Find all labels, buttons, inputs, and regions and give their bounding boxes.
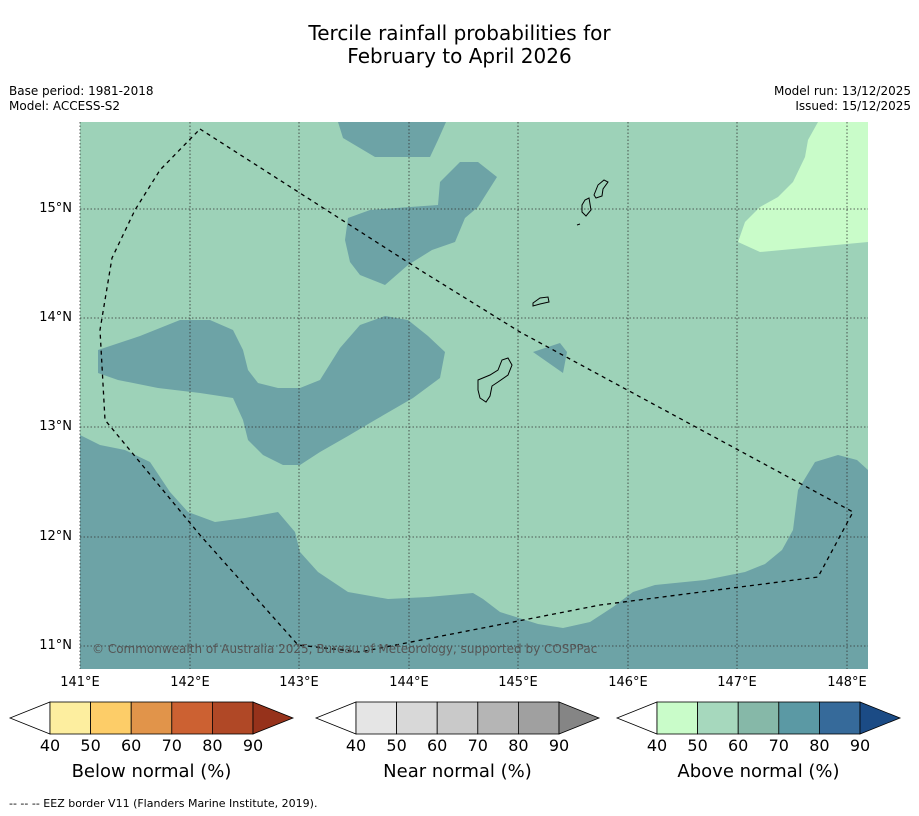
colorbar-tick-label: 50 bbox=[80, 736, 101, 755]
colorbar-title: Above normal (%) bbox=[677, 761, 840, 782]
model-info: Base period: 1981-2018 Model: ACCESS-S2 bbox=[9, 84, 154, 114]
colorbar-high-arrow bbox=[252, 701, 295, 735]
run-info: Model run: 13/12/2025 Issued: 15/12/2025 bbox=[774, 84, 911, 114]
title-line-1: Tercile rainfall probabilities for bbox=[308, 21, 611, 45]
colorbar-segment bbox=[819, 701, 861, 735]
colorbar-tick-label: 60 bbox=[427, 736, 448, 755]
longitude-label: 141°E bbox=[60, 675, 100, 690]
colorbar-low-arrow bbox=[8, 701, 51, 735]
saipan-island bbox=[593, 179, 609, 199]
rota-island bbox=[532, 296, 550, 307]
region-dark-central bbox=[345, 162, 497, 285]
issued-date: Issued: 15/12/2025 bbox=[795, 99, 911, 113]
longitude-label: 147°E bbox=[717, 675, 757, 690]
colorbar-tick-label: 80 bbox=[202, 736, 223, 755]
eez-border bbox=[99, 128, 854, 653]
colorbar-segment bbox=[211, 701, 254, 735]
colorbar-tick-label: 40 bbox=[39, 736, 61, 755]
colorbar-tick-label: 80 bbox=[809, 736, 830, 755]
colorbar-tick-label: 90 bbox=[548, 736, 570, 755]
colorbar-segment bbox=[518, 701, 560, 735]
colorbar-tick-label: 70 bbox=[467, 736, 488, 755]
longitude-label: 146°E bbox=[608, 675, 648, 690]
model-name: Model: ACCESS-S2 bbox=[9, 99, 121, 113]
copyright-text: © Commonwealth of Australia 2025, Bureau… bbox=[92, 642, 597, 656]
colorbar-tick-label: 40 bbox=[646, 736, 668, 755]
colorbar-tick-label: 60 bbox=[728, 736, 749, 755]
colorbar-segment bbox=[737, 701, 780, 735]
model-run-date: Model run: 13/12/2025 bbox=[773, 84, 911, 98]
colorbar-segment bbox=[130, 701, 173, 735]
region-dark-south bbox=[80, 435, 868, 669]
latitude-label: 13°N bbox=[39, 419, 72, 434]
colorbar-segment bbox=[90, 701, 132, 735]
colorbar-tick-label: 90 bbox=[849, 736, 871, 755]
colorbar-tick-label: 50 bbox=[687, 736, 708, 755]
colorbar-high-arrow bbox=[558, 701, 601, 735]
colorbar-tick-label: 40 bbox=[345, 736, 367, 755]
colorbar-segment bbox=[778, 701, 820, 735]
colorbar-tick-label: 70 bbox=[768, 736, 789, 755]
region-dark-east-small bbox=[533, 343, 567, 373]
region-dark-west bbox=[98, 316, 445, 465]
latitude-label: 11°N bbox=[39, 638, 72, 653]
longitude-label: 143°E bbox=[279, 675, 319, 690]
region-dark-north bbox=[338, 122, 446, 157]
base-period: Base period: 1981-2018 bbox=[9, 84, 154, 98]
colorbar-segment bbox=[656, 701, 698, 735]
colorbar-tick-label: 90 bbox=[242, 736, 264, 755]
colorbar-high-arrow bbox=[859, 701, 902, 735]
longitude-label: 145°E bbox=[498, 675, 538, 690]
colorbar-tick-label: 60 bbox=[121, 736, 142, 755]
latitude-label: 15°N bbox=[39, 201, 72, 216]
colorbar-low-arrow bbox=[615, 701, 658, 735]
colorbar-segment bbox=[355, 701, 397, 735]
colorbar-low-arrow bbox=[314, 701, 357, 735]
chart-title: Tercile rainfall probabilities for Febru… bbox=[0, 22, 919, 68]
colorbar-segment bbox=[171, 701, 213, 735]
colorbar-segment bbox=[436, 701, 479, 735]
region-40-50-northeast bbox=[738, 122, 868, 252]
colorbar-title: Below normal (%) bbox=[71, 761, 232, 782]
colorbar-tick-label: 80 bbox=[508, 736, 529, 755]
latitude-label: 12°N bbox=[39, 529, 72, 544]
colorbar-segment bbox=[49, 701, 91, 735]
eez-footnote: -- -- -- EEZ border V11 (Flanders Marine… bbox=[9, 797, 318, 810]
colorbar-title: Near normal (%) bbox=[383, 761, 532, 782]
tinian-island bbox=[581, 197, 592, 217]
region-dark-se-small bbox=[808, 585, 829, 608]
colorbar-segment bbox=[697, 701, 739, 735]
longitude-label: 144°E bbox=[389, 675, 429, 690]
aguijan-island bbox=[576, 223, 581, 226]
title-line-2: February to April 2026 bbox=[347, 44, 572, 68]
latitude-label: 14°N bbox=[39, 310, 72, 325]
colorbar-segment bbox=[396, 701, 438, 735]
guam-island bbox=[477, 179, 609, 403]
colorbar-segment bbox=[477, 701, 519, 735]
colorbar-tick-label: 50 bbox=[386, 736, 407, 755]
longitude-label: 142°E bbox=[170, 675, 210, 690]
colorbar-tick-label: 70 bbox=[161, 736, 182, 755]
longitude-label: 148°E bbox=[827, 675, 867, 690]
